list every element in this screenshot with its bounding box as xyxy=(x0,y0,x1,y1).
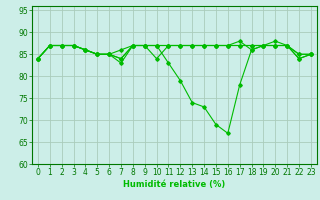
X-axis label: Humidité relative (%): Humidité relative (%) xyxy=(123,180,226,189)
